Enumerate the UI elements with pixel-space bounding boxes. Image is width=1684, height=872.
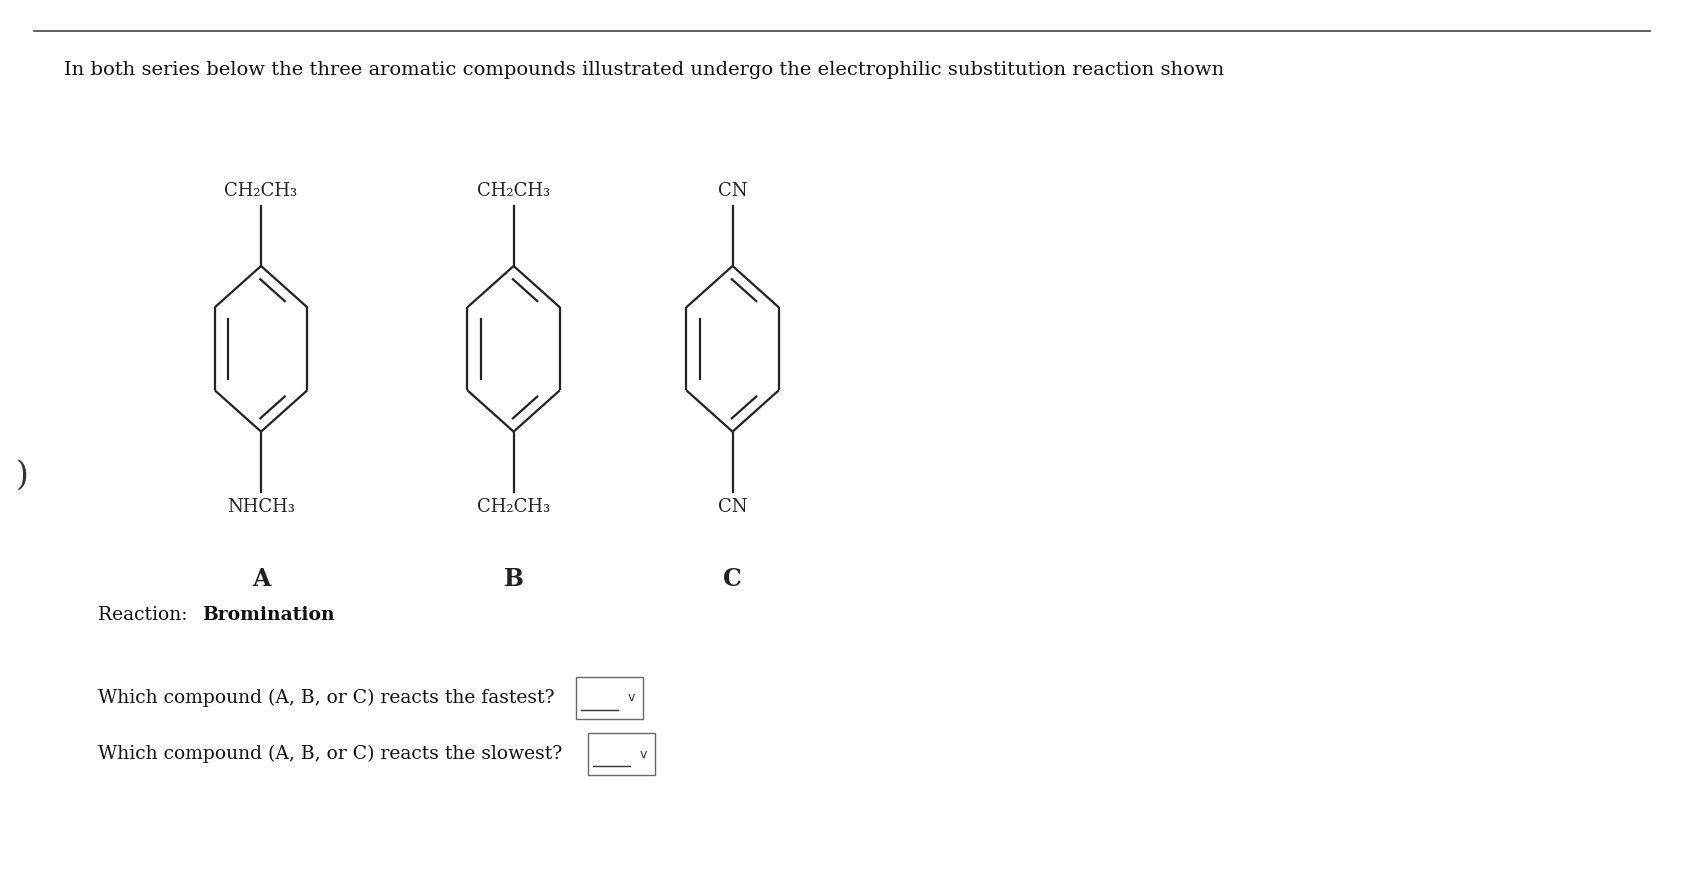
FancyBboxPatch shape (588, 733, 655, 775)
Text: v: v (640, 748, 647, 760)
Text: In both series below the three aromatic compounds illustrated undergo the electr: In both series below the three aromatic … (64, 61, 1224, 78)
Text: C: C (722, 567, 743, 591)
Text: CN: CN (717, 498, 748, 516)
Text: NHCH₃: NHCH₃ (227, 498, 295, 516)
Text: CH₂CH₃: CH₂CH₃ (224, 181, 298, 200)
Text: v: v (628, 691, 635, 704)
Text: CN: CN (717, 181, 748, 200)
Text: B: B (504, 567, 524, 591)
Text: A: A (253, 567, 269, 591)
Text: Bromination: Bromination (202, 606, 335, 623)
FancyBboxPatch shape (576, 677, 643, 719)
Text: Reaction:: Reaction: (98, 606, 194, 623)
Text: ): ) (15, 460, 29, 491)
Text: CH₂CH₃: CH₂CH₃ (477, 498, 551, 516)
Text: CH₂CH₃: CH₂CH₃ (477, 181, 551, 200)
Text: Which compound (A, B, or C) reacts the slowest?: Which compound (A, B, or C) reacts the s… (98, 746, 562, 763)
Text: Which compound (A, B, or C) reacts the fastest?: Which compound (A, B, or C) reacts the f… (98, 689, 554, 706)
